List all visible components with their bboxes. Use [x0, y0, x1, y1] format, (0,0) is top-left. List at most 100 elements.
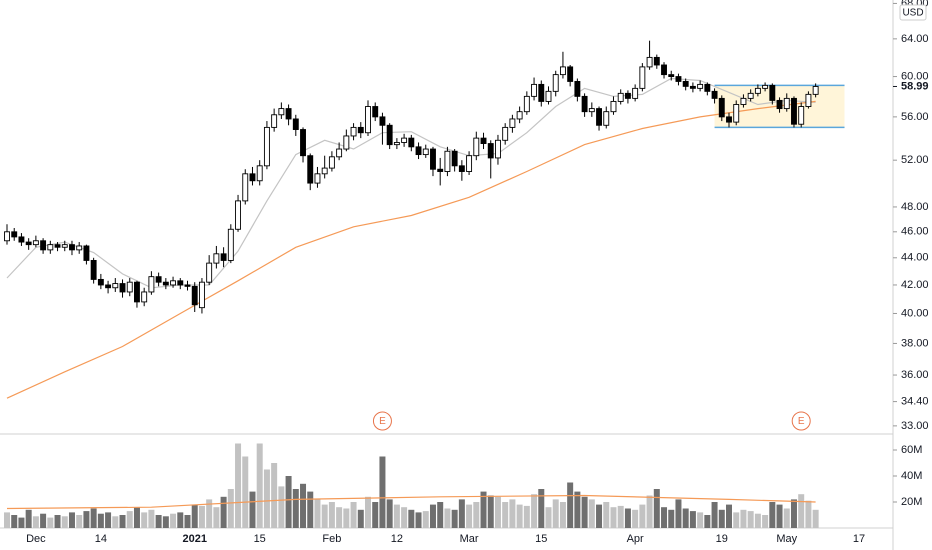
- volume-bar: [119, 515, 126, 528]
- x-tick-label: 19: [716, 533, 728, 545]
- candle-body: [704, 83, 711, 92]
- candle-body: [430, 148, 436, 170]
- volume-bar: [632, 509, 639, 528]
- volume-bar: [429, 504, 436, 528]
- candle-body: [47, 244, 54, 251]
- candle-body: [747, 92, 754, 99]
- candle-body: [379, 116, 386, 126]
- candle-body: [646, 56, 653, 68]
- volume-bar: [581, 496, 588, 528]
- candle-body: [256, 165, 263, 182]
- volume-bar: [494, 496, 501, 528]
- candle-body: [545, 90, 552, 102]
- candle-body: [733, 104, 740, 123]
- volume-bar: [545, 507, 552, 528]
- event-marker: [791, 411, 811, 431]
- volume-bar: [256, 443, 263, 528]
- volume-bar: [805, 500, 812, 528]
- candle-body: [473, 137, 480, 157]
- candle-body: [466, 155, 473, 172]
- candle-body: [97, 278, 104, 286]
- volume-bar: [718, 509, 725, 528]
- volume-bar: [574, 491, 581, 528]
- volume-bar: [278, 486, 285, 528]
- volume-bar: [68, 512, 75, 528]
- candle-body: [213, 253, 220, 264]
- candle-body: [227, 228, 234, 261]
- candle-body: [718, 97, 725, 118]
- y-tick-label: 56.00: [901, 111, 929, 123]
- volume-bar: [480, 491, 487, 528]
- volume-bar: [408, 509, 415, 528]
- y-tick-label: 33.00: [901, 420, 929, 432]
- volume-bar: [372, 502, 379, 528]
- volume-tick-label: 40M: [901, 470, 922, 482]
- volume-bar: [300, 483, 307, 528]
- volume-bar: [733, 512, 740, 528]
- candle-body: [769, 84, 776, 101]
- volume-bar: [531, 494, 538, 528]
- candle-body: [148, 276, 155, 293]
- volume-bar: [227, 489, 234, 528]
- volume-bar: [191, 504, 198, 528]
- volume-bar: [249, 491, 256, 528]
- candle-body: [90, 259, 97, 280]
- volume-bar: [54, 515, 61, 528]
- candle-body: [191, 285, 198, 306]
- volume-bar: [11, 515, 18, 528]
- y-tick-label: 36.00: [901, 369, 929, 381]
- y-tick-label: 34.40: [901, 396, 929, 408]
- candle-body: [588, 108, 595, 113]
- volume-bar: [18, 517, 25, 528]
- x-tick-label: 15: [535, 533, 547, 545]
- volume-bar: [198, 505, 205, 528]
- volume-bar: [415, 512, 422, 528]
- volume-bar: [271, 463, 278, 528]
- candle-body: [401, 137, 408, 143]
- volume-bar: [343, 508, 350, 528]
- candle-body: [653, 56, 660, 66]
- volume-bar: [422, 511, 429, 528]
- volume-bar: [285, 476, 292, 528]
- x-tick-label: 14: [95, 533, 107, 545]
- candle-body: [350, 126, 357, 137]
- candle-body: [83, 245, 90, 261]
- volume-bar: [653, 489, 660, 528]
- candle-body: [408, 137, 415, 148]
- event-label: E: [379, 416, 386, 427]
- volume-bar: [646, 495, 653, 528]
- candle-body: [343, 135, 350, 150]
- candle-body: [61, 244, 68, 248]
- volume-bar: [177, 512, 184, 528]
- volume-bar: [675, 499, 682, 528]
- candle-body: [617, 92, 624, 102]
- candle-body: [32, 240, 39, 246]
- volume-bar: [126, 511, 133, 528]
- candle-body: [798, 106, 805, 125]
- candle-body: [206, 262, 213, 283]
- volume-bar: [458, 499, 465, 528]
- candle-body: [495, 139, 501, 159]
- candle-body: [54, 244, 61, 248]
- volume-bar: [242, 456, 249, 528]
- candle-body: [487, 143, 494, 159]
- candle-body: [639, 66, 646, 89]
- volume-bar: [25, 509, 32, 528]
- volume-bar: [798, 494, 805, 528]
- candle-body: [372, 106, 379, 118]
- volume-bar: [235, 443, 242, 528]
- volume-bar: [697, 512, 704, 528]
- volume-bar: [617, 505, 624, 528]
- volume-bar: [386, 499, 393, 528]
- y-tick-label: 48.00: [901, 201, 929, 213]
- volume-bar: [170, 513, 177, 528]
- volume-bar: [610, 507, 617, 528]
- volume-bar: [350, 502, 357, 528]
- volume-bar: [61, 516, 68, 528]
- volume-bar: [790, 499, 797, 528]
- volume-bar: [812, 509, 819, 528]
- volume-bar: [365, 496, 371, 528]
- y-tick-label: 64.00: [901, 33, 929, 45]
- candle-body: [581, 95, 588, 113]
